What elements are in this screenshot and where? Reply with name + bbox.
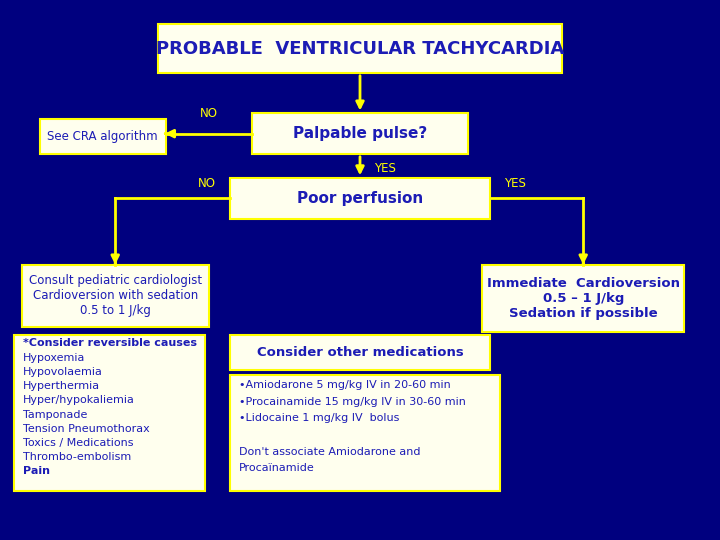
Text: NO: NO	[199, 107, 217, 120]
Text: Thrombo-embolism: Thrombo-embolism	[23, 452, 131, 462]
Text: Poor perfusion: Poor perfusion	[297, 191, 423, 206]
FancyBboxPatch shape	[40, 119, 166, 154]
FancyBboxPatch shape	[14, 335, 205, 491]
Text: Hypovolaemia: Hypovolaemia	[23, 367, 103, 377]
FancyBboxPatch shape	[230, 375, 500, 491]
Text: Hyper/hypokaliemia: Hyper/hypokaliemia	[23, 395, 135, 406]
Text: •Procainamide 15 mg/kg IV in 30-60 min: •Procainamide 15 mg/kg IV in 30-60 min	[239, 397, 466, 407]
FancyBboxPatch shape	[230, 178, 490, 219]
Text: Hypoxemia: Hypoxemia	[23, 353, 86, 362]
Text: Tamponade: Tamponade	[23, 409, 87, 420]
Text: Immediate  Cardioversion
0.5 – 1 J/kg
Sedation if possible: Immediate Cardioversion 0.5 – 1 J/kg Sed…	[487, 277, 680, 320]
Text: Tension Pneumothorax: Tension Pneumothorax	[23, 424, 150, 434]
Text: Palpable pulse?: Palpable pulse?	[293, 126, 427, 141]
Text: Consult pediatric cardiologist
Cardioversion with sedation
0.5 to 1 J/kg: Consult pediatric cardiologist Cardiover…	[29, 274, 202, 317]
Text: Pain: Pain	[23, 467, 50, 476]
FancyBboxPatch shape	[158, 24, 562, 73]
Text: *Consider reversible causes: *Consider reversible causes	[23, 339, 197, 348]
Text: YES: YES	[374, 162, 396, 175]
FancyBboxPatch shape	[252, 113, 468, 154]
Text: PROBABLE  VENTRICULAR TACHYCARDIA: PROBABLE VENTRICULAR TACHYCARDIA	[156, 39, 564, 58]
Text: Hyperthermia: Hyperthermia	[23, 381, 100, 391]
Text: •Amiodarone 5 mg/kg IV in 20-60 min: •Amiodarone 5 mg/kg IV in 20-60 min	[239, 380, 451, 390]
Text: Consider other medications: Consider other medications	[256, 346, 464, 359]
FancyBboxPatch shape	[482, 265, 684, 332]
Text: Toxics / Medications: Toxics / Medications	[23, 438, 133, 448]
FancyBboxPatch shape	[230, 335, 490, 370]
Text: •Lidocaine 1 mg/kg IV  bolus: •Lidocaine 1 mg/kg IV bolus	[239, 414, 400, 423]
Text: Don't associate Amiodarone and: Don't associate Amiodarone and	[239, 447, 420, 457]
Text: NO: NO	[198, 177, 216, 191]
Text: YES: YES	[504, 177, 526, 191]
Text: See CRA algorithm: See CRA algorithm	[48, 130, 158, 143]
FancyBboxPatch shape	[22, 265, 209, 327]
Text: Procaïnamide: Procaïnamide	[239, 463, 315, 473]
